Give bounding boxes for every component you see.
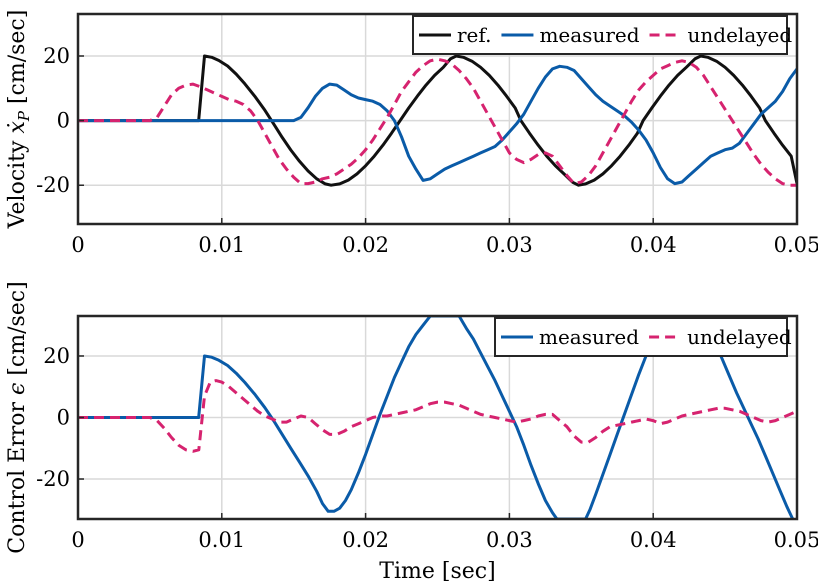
x-tick-label: 0.05	[774, 528, 818, 552]
velocity-panel: 0 0.01 0.02 0.03 0.04 0.05 -20 0 20 Velocity ẋP […	[5, 10, 818, 257]
x-tick-label: 0.01	[198, 528, 245, 552]
series-line-undelayed	[78, 57, 797, 187]
y-tick-label: 20	[43, 344, 70, 368]
legend-label-undelayed: undelayed	[687, 325, 792, 349]
y-tick-label: 0	[57, 406, 70, 430]
legend-box	[494, 317, 788, 357]
x-tick-label: 0.05	[774, 233, 818, 257]
legend: measured undelayed	[494, 317, 792, 357]
legend-label-measured: measured	[539, 325, 639, 349]
y-axis-label: Velocity ẋP [cm/sec]	[5, 10, 33, 230]
y-tick-label: 0	[57, 109, 70, 133]
y-tick-label: -20	[36, 467, 70, 491]
axes-frame	[76, 12, 799, 226]
legend-box	[412, 15, 788, 55]
x-tick-label: 0.02	[342, 528, 389, 552]
series-group	[78, 54, 797, 187]
x-tick-label: 0.04	[630, 233, 677, 257]
legend: ref. measured undelayed	[412, 15, 793, 55]
x-tick-label: 0.03	[486, 233, 533, 257]
y-tick-label: 20	[43, 44, 70, 68]
x-tick-label: 0	[71, 233, 84, 257]
x-tick-label: 0.04	[630, 528, 677, 552]
control-error-panel: 0 0.01 0.02 0.03 0.04 0.05 -20 0 20 Control Error…	[5, 281, 818, 584]
legend-label-measured: measured	[539, 23, 639, 47]
x-tick-label: 0.01	[198, 233, 245, 257]
x-tick-label: 0.02	[342, 233, 389, 257]
legend-label-undelayed: undelayed	[688, 23, 793, 47]
x-tick-label: 0	[71, 528, 84, 552]
series-line-measured	[78, 64, 797, 186]
series-line-undelayed	[78, 379, 797, 453]
y-axis-label: Control Error ϵ [cm/sec]	[5, 281, 30, 553]
y-tick-label: -20	[36, 173, 70, 197]
series-line-ref	[78, 54, 797, 187]
x-tick-label: 0.03	[486, 528, 533, 552]
x-axis-label: Time [sec]	[379, 559, 495, 584]
legend-label-ref: ref.	[457, 23, 491, 47]
